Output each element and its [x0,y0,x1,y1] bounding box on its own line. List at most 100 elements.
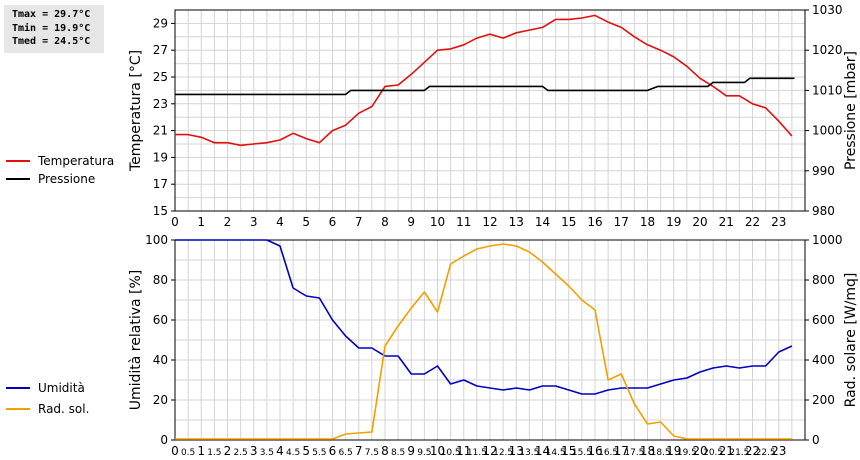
panel1-xtick-label: 10 [430,215,445,229]
panel2-xtick-label: 20 [692,444,707,458]
panel1-y2tick-label: 1030 [812,3,843,17]
panel2-xtick-label: 16 [587,444,602,458]
panel1-xtick-label: 9 [407,215,415,229]
panel1-xtick-label: 12 [482,215,497,229]
panel1-xtick-label: 23 [771,215,786,229]
panel2-xtick-label: 1.5 [207,448,221,458]
panel1-ylabel: Temperatura [°C] [128,50,144,172]
panel2-y2tick-label: 0 [812,433,820,447]
panel2-xtick-label: 10 [430,444,445,458]
panel2-xtick-label: 13 [509,444,524,458]
panel2-xtick-label: 7 [355,444,363,458]
panel2-frame [174,239,806,441]
panel2-y2tick-label: 600 [812,313,835,327]
panel2-xtick-label: 6.5 [338,448,352,458]
panel2-xtick-label: 5.5 [312,448,326,458]
panel1-xtick-label: 21 [719,215,734,229]
legend-swatch-temperatura [6,160,30,162]
panel2-xtick-label: 21 [719,444,734,458]
panel1-xtick-label: 5 [302,215,310,229]
panel1-xtick-label: 18 [640,215,655,229]
stats-box: Tmax = 29.7°C Tmin = 19.9°C Tmed = 24.5°… [4,5,104,53]
tmed-value: Tmed = 24.5°C [12,36,91,47]
panel2-xtick-label: 4 [276,444,284,458]
panel1-xtick-label: 8 [381,215,389,229]
panel1-y2tick-label: 1020 [812,43,843,57]
panel2-xtick-label: 5 [302,444,310,458]
panel2-ytick-label: 40 [153,353,168,367]
panel2-xtick-label: 19 [666,444,681,458]
panel2-xtick-label: 23 [771,444,786,458]
panel2-xtick-label: 15 [561,444,576,458]
panel2-xtick-label: 22.5 [756,448,776,458]
panel2-ytick-label: 100 [145,233,168,247]
panel2-ytick-label: 80 [153,273,168,287]
panel2-xtick-label: 13.5 [519,448,539,458]
panel2-xtick-label: 17.5 [624,448,644,458]
panel2-xtick-label: 10.5 [441,448,461,458]
panel1-y2tick-label: 980 [812,204,835,218]
panel2-xtick-label: 14.5 [546,448,566,458]
panel1-y2tick-label: 1010 [812,83,843,97]
panel1-xtick-label: 7 [355,215,363,229]
legend-item-umidita: Umidità [6,381,85,395]
panel2-xtick-label: 0.5 [181,448,195,458]
panel2-y2tick-label: 200 [812,393,835,407]
panel2-xtick-label: 3.5 [260,448,274,458]
panel2-xtick-label: 9 [407,444,415,458]
legend-label-temperatura: Temperatura [38,154,115,168]
legend-label-pressione: Pressione [38,172,96,186]
panel1-xtick-label: 22 [745,215,760,229]
panel1-xtick-label: 11 [456,215,471,229]
legend-label-umidita: Umidità [38,381,85,395]
legend-swatch-radsol [6,408,30,410]
legend-item-temperatura: Temperatura [6,154,114,168]
tmin-value: Tmin = 19.9°C [12,22,91,34]
panel2-xtick-label: 0 [171,444,179,458]
panel2-xtick-label: 11 [456,444,471,458]
panel2-xtick-label: 18 [640,444,655,458]
legend-item-pressione: Pressione [6,172,95,186]
panel2-xtick-label: 2 [224,444,232,458]
panel1-xtick-label: 0 [171,215,179,229]
panel2-xtick-label: 2.5 [233,448,247,458]
panel2-ytick-label: 20 [153,393,168,407]
panel2-xtick-label: 4.5 [286,448,300,458]
panel2-xtick-label: 3 [250,444,258,458]
panel2-xtick-label: 8.5 [391,448,405,458]
panel2-xtick-label: 15.5 [572,448,592,458]
panel1-ytick-label: 15 [153,204,168,218]
panel1-xtick-label: 14 [535,215,550,229]
panel2-xtick-label: 12 [482,444,497,458]
panel1-xtick-label: 3 [250,215,258,229]
panel2-ytick-label: 0 [160,433,168,447]
panel1-series-pressione [175,77,795,96]
panel2-y2tick-label: 1000 [812,233,843,247]
legend-swatch-umidita [6,387,30,389]
panel1-ytick-label: 19 [153,150,168,164]
panel2-ylabel: Umidità relativa [%] [128,270,144,411]
panel2-xtick-label: 22 [745,444,760,458]
panel1-ytick-label: 17 [153,177,168,191]
panel1-ytick-label: 25 [153,70,168,84]
panel1-xtick-label: 15 [561,215,576,229]
panel2-xtick-label: 16.5 [598,448,618,458]
panel1-xtick-label: 16 [587,215,602,229]
panel1-xtick-label: 1 [197,215,205,229]
panel1-series-temperatura [175,14,793,147]
panel2-ytick-label: 60 [153,313,168,327]
panel1-ytick-label: 23 [153,97,168,111]
panel1-y2tick-label: 990 [812,164,835,178]
panel2-xtick-label: 19.5 [677,448,697,458]
legend-item-radsol: Rad. sol. [6,402,89,416]
panel1-ytick-label: 27 [153,43,168,57]
panel1-y2label: Pressione [mbar] [843,51,859,170]
panel2-y2tick-label: 400 [812,353,835,367]
panel2-xtick-label: 1 [197,444,205,458]
panel1-xtick-label: 19 [666,215,681,229]
panel2-xtick-label: 8 [381,444,389,458]
panel1-y2tick-label: 1000 [812,124,843,138]
panel2-xtick-label: 7.5 [365,448,379,458]
panel2-xtick-label: 14 [535,444,550,458]
legend-label-radsol: Rad. sol. [38,402,90,416]
